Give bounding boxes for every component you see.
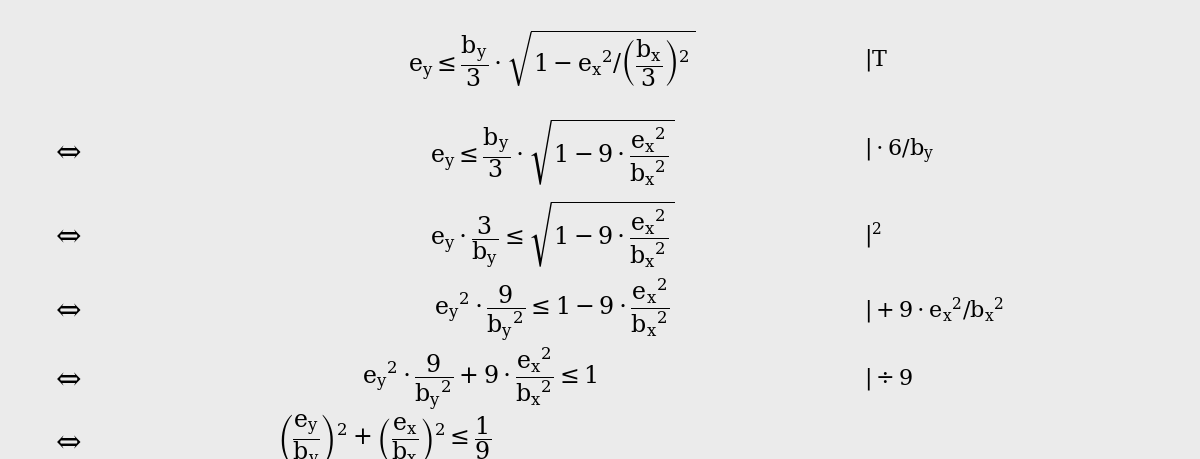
Text: $| \cdot 6/\mathrm{b_y}$: $| \cdot 6/\mathrm{b_y}$ — [864, 137, 935, 166]
Text: $\mathrm{e_y} \leq \dfrac{\mathrm{b_y}}{3} \cdot \sqrt{1 - 9 \cdot \dfrac{\mathr: $\mathrm{e_y} \leq \dfrac{\mathrm{b_y}}{… — [430, 117, 674, 186]
Text: $\Leftrightarrow$: $\Leftrightarrow$ — [50, 363, 82, 394]
Text: $\Leftrightarrow$: $\Leftrightarrow$ — [50, 136, 82, 167]
Text: $\Leftrightarrow$: $\Leftrightarrow$ — [50, 220, 82, 251]
Text: $\mathrm{e_y}^2 \cdot \dfrac{9}{\mathrm{b_y}^2} \leq 1 - 9 \cdot \dfrac{\mathrm{: $\mathrm{e_y}^2 \cdot \dfrac{9}{\mathrm{… — [434, 276, 670, 343]
Text: $\Leftrightarrow$: $\Leftrightarrow$ — [50, 425, 82, 456]
Text: $\Leftrightarrow$: $\Leftrightarrow$ — [50, 294, 82, 325]
Text: $| \div 9$: $| \div 9$ — [864, 366, 913, 392]
Text: $|\mathrm{T}$: $|\mathrm{T}$ — [864, 47, 888, 73]
Text: $\mathrm{e_y}^2 \cdot \dfrac{9}{\mathrm{b_y}^2} + 9 \cdot \dfrac{\mathrm{e_x}^2}: $\mathrm{e_y}^2 \cdot \dfrac{9}{\mathrm{… — [362, 345, 598, 412]
Text: $\mathrm{e_y} \cdot \dfrac{3}{\mathrm{b_y}} \leq \sqrt{1 - 9 \cdot \dfrac{\mathr: $\mathrm{e_y} \cdot \dfrac{3}{\mathrm{b_… — [430, 200, 674, 271]
Text: $\left(\dfrac{\mathrm{e_y}}{\mathrm{b_y}}\right)^2 + \left(\dfrac{\mathrm{e_x}}{: $\left(\dfrac{\mathrm{e_y}}{\mathrm{b_y}… — [277, 412, 491, 459]
Text: $| + 9 \cdot \mathrm{e_x}^2/\mathrm{b_x}^2$: $| + 9 \cdot \mathrm{e_x}^2/\mathrm{b_x}… — [864, 295, 1004, 325]
Text: $\mathrm{e_y} \leq \dfrac{\mathrm{b_y}}{3} \cdot \sqrt{1 - \mathrm{e_x}^2 / \lef: $\mathrm{e_y} \leq \dfrac{\mathrm{b_y}}{… — [408, 29, 696, 90]
Text: $|^2$: $|^2$ — [864, 220, 882, 251]
